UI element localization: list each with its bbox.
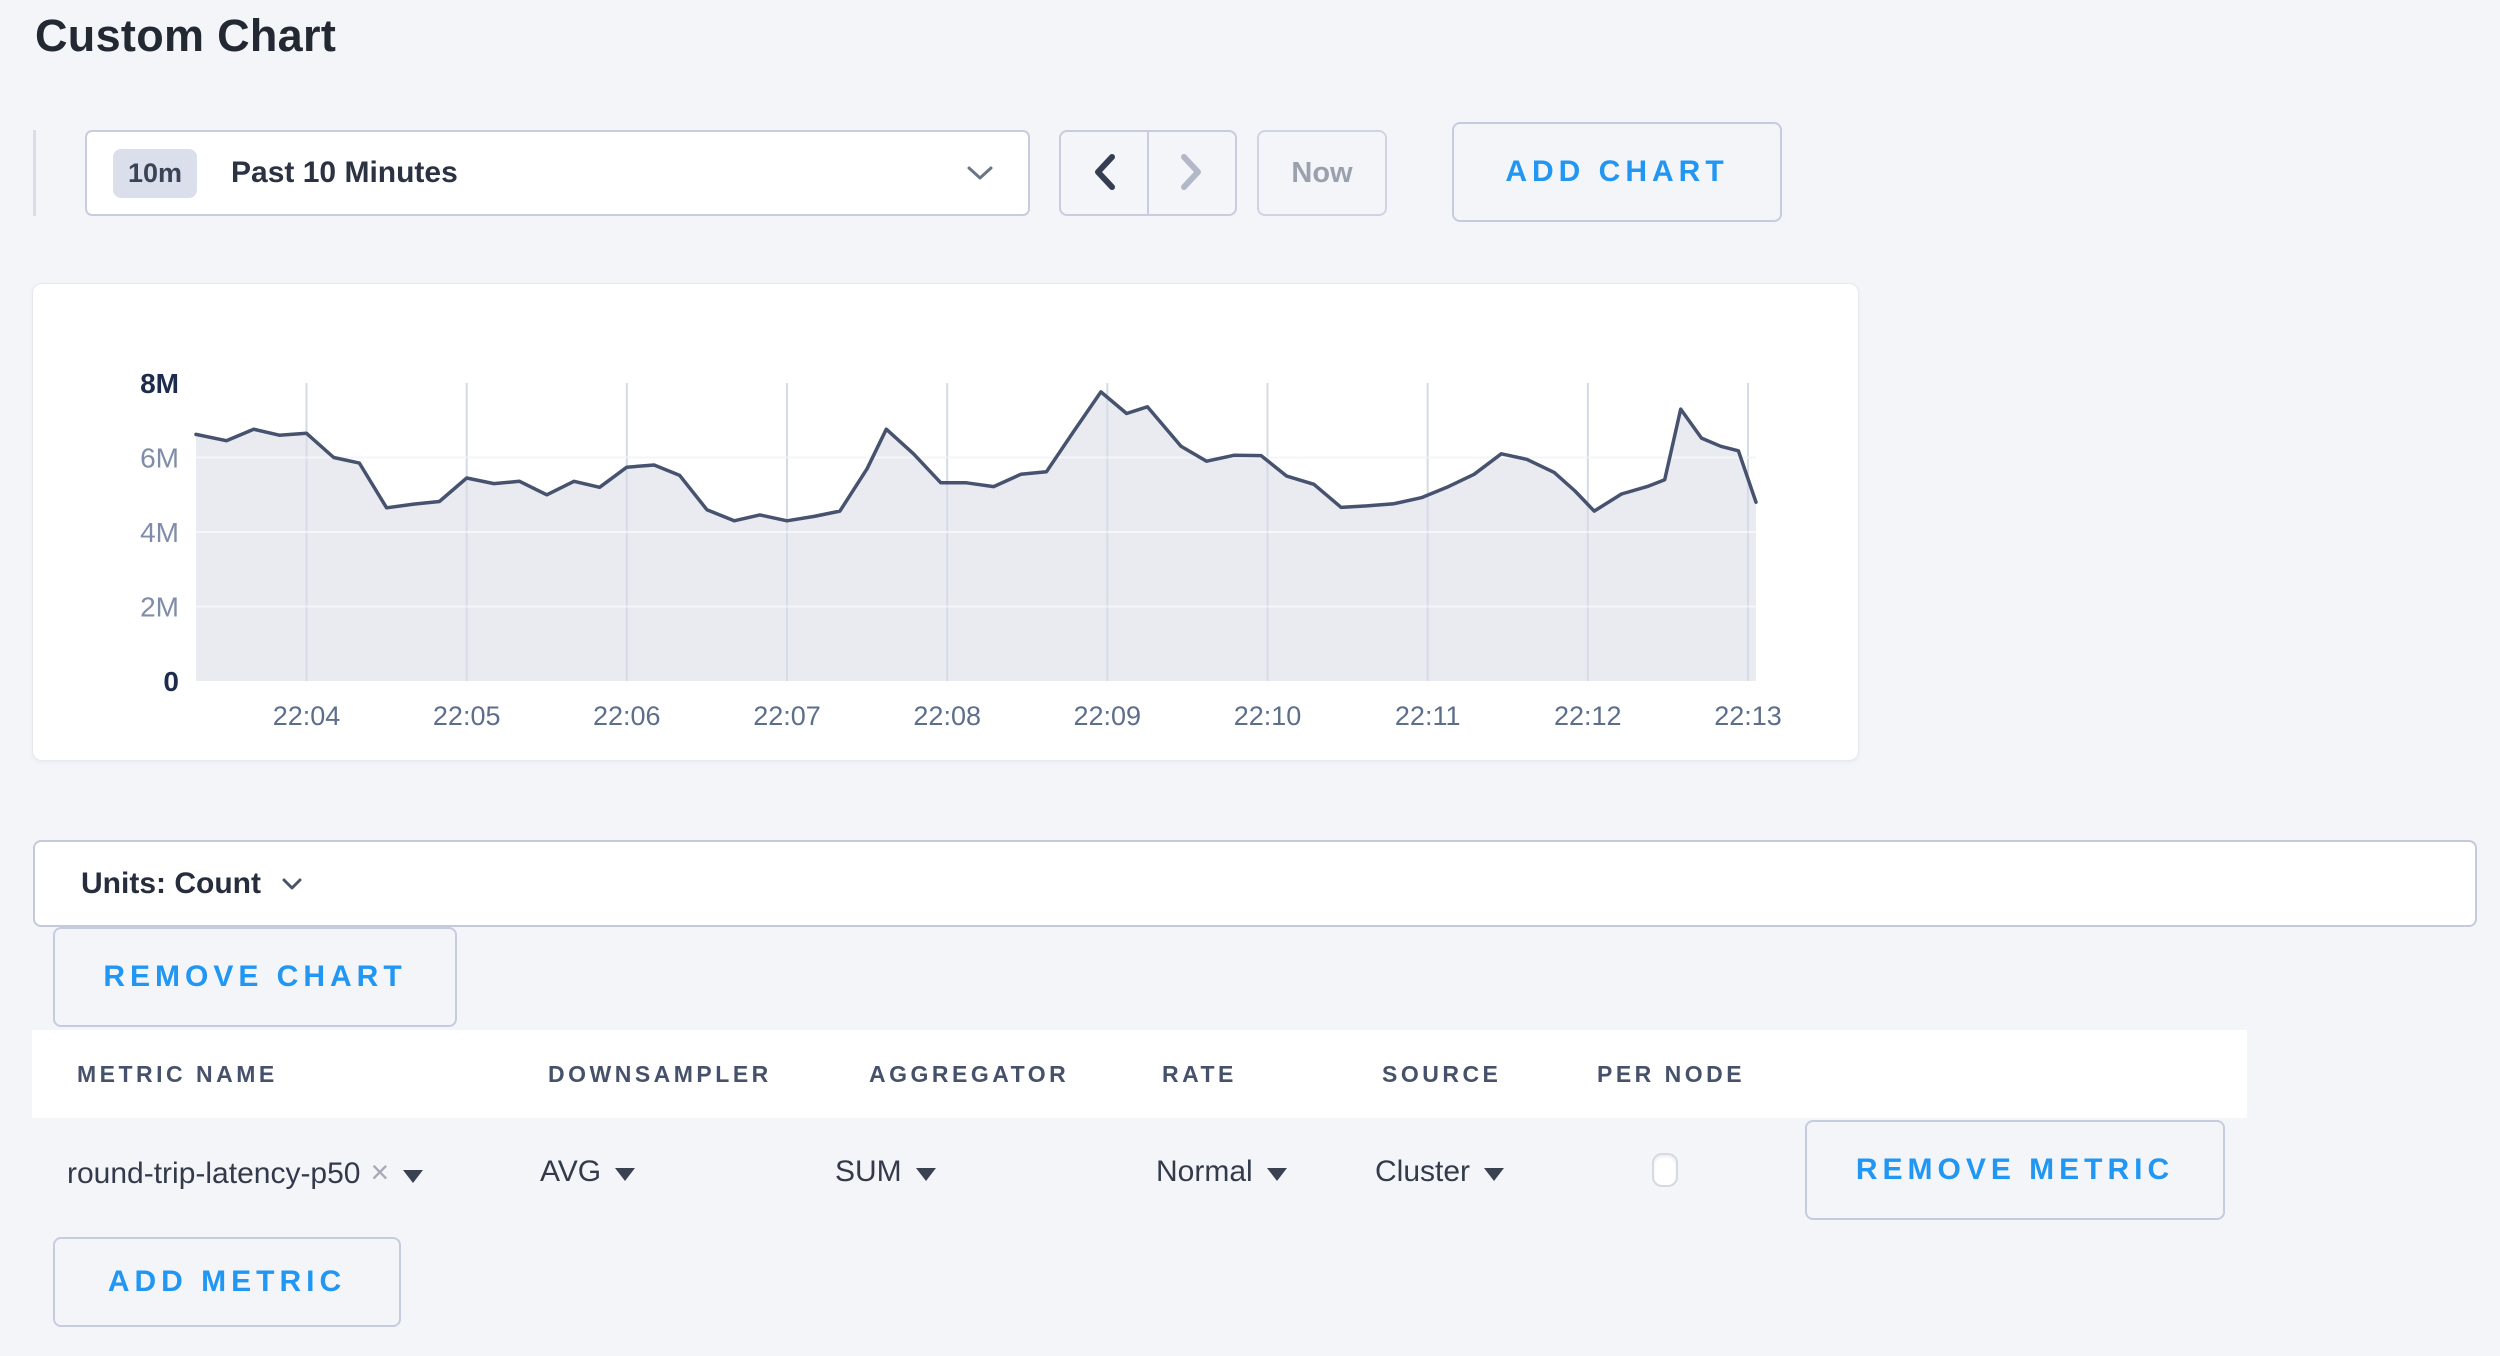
col-header-rate: RATE: [1162, 1061, 1237, 1087]
time-range-label: Past 10 Minutes: [231, 156, 458, 189]
rate-select[interactable]: Normal: [1156, 1140, 1287, 1204]
time-range-dropdown[interactable]: 10m Past 10 Minutes: [85, 130, 1030, 216]
col-header-source: SOURCE: [1382, 1061, 1502, 1087]
metrics-table-header: METRIC NAME DOWNSAMPLER AGGREGATOR RATE …: [32, 1030, 2247, 1118]
chevron-right-icon: [1179, 153, 1205, 194]
time-range-badge: 10m: [113, 148, 198, 198]
svg-text:22:05: 22:05: [433, 701, 501, 731]
aggregator-select[interactable]: SUM: [835, 1140, 936, 1204]
page-title: Custom Chart: [35, 10, 337, 61]
next-range-button[interactable]: [1149, 132, 1235, 214]
caret-down-icon: [1484, 1168, 1505, 1181]
svg-text:4M: 4M: [140, 517, 179, 548]
add-metric-button[interactable]: ADD METRIC: [53, 1237, 401, 1327]
prev-range-button[interactable]: [1061, 132, 1149, 214]
chevron-left-icon: [1091, 153, 1117, 194]
svg-text:22:07: 22:07: [753, 701, 821, 731]
col-header-per-node: PER NODE: [1597, 1061, 1746, 1087]
svg-text:2M: 2M: [140, 592, 179, 623]
svg-text:22:13: 22:13: [1714, 701, 1782, 731]
chevron-down-icon: [966, 164, 994, 182]
units-label: Units: Count: [81, 866, 261, 900]
svg-text:22:06: 22:06: [593, 701, 661, 731]
chevron-down-icon: [281, 877, 303, 891]
svg-text:22:08: 22:08: [913, 701, 981, 731]
col-header-aggregator: AGGREGATOR: [869, 1061, 1070, 1087]
svg-text:22:04: 22:04: [273, 701, 341, 731]
svg-text:6M: 6M: [140, 443, 179, 474]
caret-down-icon: [403, 1170, 424, 1183]
remove-chart-button[interactable]: REMOVE CHART: [53, 927, 457, 1027]
svg-text:0: 0: [163, 666, 179, 697]
now-button[interactable]: Now: [1257, 130, 1387, 216]
caret-down-icon: [915, 1168, 936, 1181]
caret-down-icon: [615, 1168, 636, 1181]
per-node-checkbox[interactable]: [1652, 1153, 1678, 1187]
timeseries-chart[interactable]: 0 2M 4M 6M 8M 22:04 22:05 22:06 22:07 22:08 22:09 2…: [33, 284, 1860, 762]
downsampler-select[interactable]: AVG: [540, 1140, 636, 1204]
source-value: Cluster: [1375, 1155, 1471, 1188]
svg-text:8M: 8M: [140, 368, 179, 399]
svg-text:22:10: 22:10: [1234, 701, 1302, 731]
add-chart-button[interactable]: ADD CHART: [1452, 122, 1782, 222]
time-range-nav-group: [1059, 130, 1237, 216]
chart-card: 0 2M 4M 6M 8M 22:04 22:05 22:06 22:07 22:08 22:09 2…: [32, 283, 1859, 761]
svg-text:22:11: 22:11: [1395, 701, 1461, 731]
metric-name-value: round-trip-latency-p50: [67, 1157, 361, 1190]
source-select[interactable]: Cluster: [1375, 1140, 1505, 1204]
caret-down-icon: [1266, 1168, 1287, 1181]
svg-text:22:09: 22:09: [1074, 701, 1142, 731]
rate-value: Normal: [1156, 1155, 1253, 1188]
aggregator-value: SUM: [835, 1155, 902, 1188]
col-header-metric-name: METRIC NAME: [77, 1061, 278, 1087]
col-header-downsampler: DOWNSAMPLER: [548, 1061, 772, 1087]
remove-metric-button[interactable]: REMOVE METRIC: [1805, 1120, 2225, 1220]
metric-name-select[interactable]: round-trip-latency-p50 ×: [67, 1140, 424, 1204]
downsampler-value: AVG: [540, 1155, 602, 1188]
toolbar-divider: [33, 130, 36, 216]
svg-text:22:12: 22:12: [1554, 701, 1622, 731]
clear-metric-icon[interactable]: ×: [370, 1154, 390, 1190]
units-dropdown[interactable]: Units: Count: [33, 840, 2477, 927]
